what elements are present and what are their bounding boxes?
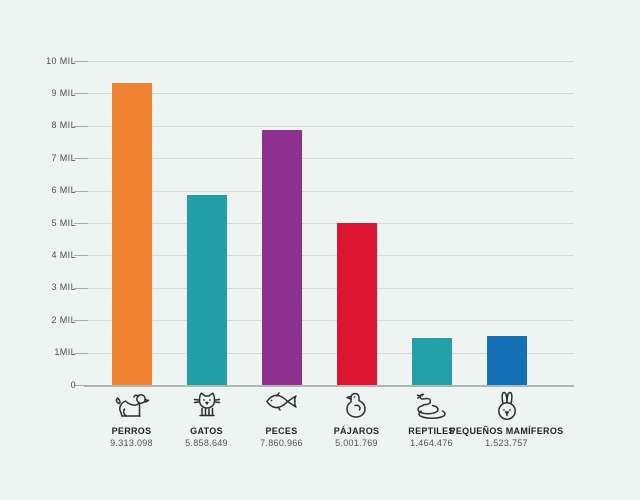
gridline: [74, 385, 574, 387]
y-axis-label: 1MIL: [54, 347, 76, 358]
gridline: [74, 223, 574, 224]
y-axis-tick: [74, 61, 88, 62]
category-pajaros: PÁJAROS 5.001.769: [292, 391, 422, 448]
y-axis-tick: [74, 190, 88, 192]
category-peces: PECES 7.860.966: [217, 391, 347, 448]
y-axis-tick: [74, 352, 88, 354]
y-axis-tick: [74, 287, 88, 289]
bar-reptiles: [411, 337, 452, 385]
gridline: [74, 93, 574, 95]
y-axis-label: 0: [70, 379, 76, 390]
dog-icon: [114, 391, 150, 419]
y-axis-tick: [74, 320, 88, 322]
category-pequenos-mamiferos: PEQUEÑOS MAMÍFEROS 1.523.757: [442, 391, 572, 448]
gridline: [74, 320, 574, 322]
category-label: GATOS: [190, 426, 223, 436]
gridline: [74, 287, 574, 289]
rabbit-icon: [494, 391, 520, 420]
category-value: 7.860.966: [260, 438, 303, 448]
gridline: [74, 190, 574, 192]
plot-area: [74, 61, 574, 387]
bar-perros: [111, 83, 152, 385]
y-axis-label: 9 MIL: [51, 87, 76, 98]
bar-pajaros: [336, 222, 377, 385]
y-axis-label: 2 MIL: [51, 314, 76, 325]
fish-icon: [265, 391, 299, 419]
gridline: [74, 158, 574, 160]
category-label: PEQUEÑOS MAMÍFEROS: [449, 426, 564, 436]
y-axis-tick: [74, 255, 88, 257]
bar-peces: [261, 130, 302, 385]
gridline: [74, 61, 574, 62]
y-axis-tick: [74, 223, 88, 224]
category-label: PÁJAROS: [333, 426, 380, 436]
category-value: 5.858.649: [185, 438, 228, 448]
category-label: PECES: [265, 426, 298, 436]
category-value: 1.464.476: [410, 438, 453, 448]
y-axis-label: 3 MIL: [51, 282, 76, 293]
category-perros: PERROS 9.313.098: [67, 391, 197, 448]
category-gatos: GATOS 5.858.649: [142, 391, 272, 448]
gridline: [74, 125, 574, 127]
y-axis-tick: [74, 385, 88, 386]
bar-gatos: [186, 195, 227, 385]
snake-icon: [416, 391, 448, 419]
category-value: 9.313.098: [110, 438, 153, 448]
y-axis-label: 10 MIL: [46, 55, 76, 66]
y-axis-tick: [74, 125, 88, 127]
y-axis-label: 4 MIL: [51, 249, 76, 260]
y-axis-label: 7 MIL: [51, 152, 76, 163]
category-label: REPTILES: [408, 426, 455, 436]
category-value: 5.001.769: [335, 438, 378, 448]
bar-pequenos-mamiferos: [486, 335, 527, 385]
gridline: [74, 352, 574, 354]
category-value: 1.523.757: [485, 438, 528, 448]
y-axis-label: 8 MIL: [51, 120, 76, 131]
cat-icon: [192, 391, 222, 419]
y-axis-label: 5 MIL: [51, 217, 76, 228]
y-axis-tick: [74, 158, 88, 160]
gridline: [74, 255, 574, 257]
bird-icon: [343, 391, 371, 419]
y-axis-tick: [74, 93, 88, 95]
y-axis-label: 6 MIL: [51, 185, 76, 196]
category-label: PERROS: [111, 426, 152, 436]
category-reptiles: REPTILES 1.464.476: [367, 391, 497, 448]
